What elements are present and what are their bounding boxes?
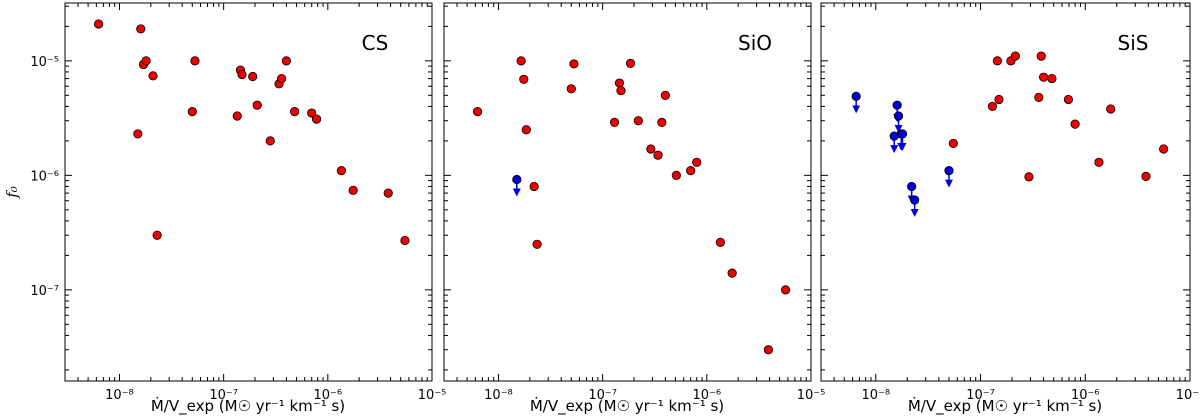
data-point bbox=[400, 235, 410, 246]
data-point bbox=[529, 181, 539, 192]
data-point bbox=[1063, 94, 1073, 105]
data-point bbox=[187, 107, 197, 117]
panel-title: CS bbox=[362, 31, 389, 55]
data-point bbox=[646, 144, 656, 154]
data-point bbox=[311, 114, 322, 124]
data-point bbox=[136, 24, 146, 34]
x-tick-label: 10⁻⁸ bbox=[861, 388, 890, 403]
panel-cs: 10⁻⁸ 10⁻⁷ 10⁻⁶ 10⁻⁵ 10⁻⁵ 10⁻⁶ 10⁻⁷ CS Ṁ/V_exp … bbox=[3, 2, 447, 416]
plot-frame bbox=[820, 2, 1191, 382]
x-tick-label: 10⁻⁷ bbox=[209, 388, 238, 403]
data-point bbox=[472, 107, 483, 117]
data-point bbox=[348, 185, 358, 195]
x-tick-label: 10⁻⁶ bbox=[693, 388, 722, 403]
x-tick-label: 10⁻⁷ bbox=[966, 388, 995, 403]
data-point bbox=[383, 188, 393, 198]
data-point bbox=[281, 56, 291, 66]
data-point bbox=[152, 230, 162, 240]
data-point bbox=[1010, 51, 1020, 61]
data-point bbox=[252, 100, 262, 110]
y-tick-label: 10⁻⁶ bbox=[30, 169, 59, 184]
data-point bbox=[763, 345, 773, 355]
upper-limit-point bbox=[944, 166, 954, 188]
data-point bbox=[519, 74, 529, 84]
data-point bbox=[141, 56, 151, 66]
data-point bbox=[653, 150, 663, 160]
data-point bbox=[609, 117, 620, 128]
data-point bbox=[987, 101, 998, 112]
panel-sis: 10⁻⁸ 10⁻⁷ 10⁻⁶ 10⁻⁵ SiS Ṁ/V_exp (M☉ yr⁻¹ km… bbox=[820, 2, 1200, 416]
data-point bbox=[616, 85, 626, 96]
data-point bbox=[633, 116, 643, 126]
data-point bbox=[1094, 157, 1104, 167]
x-axis-label: Ṁ/V_exp (M☉ yr⁻¹ km⁻¹ s) bbox=[530, 396, 724, 416]
data-point bbox=[93, 19, 104, 29]
data-point bbox=[307, 108, 317, 118]
data-point bbox=[686, 166, 696, 176]
data-point bbox=[148, 71, 158, 81]
panel-title: SiO bbox=[738, 31, 772, 55]
data-point bbox=[1034, 92, 1044, 102]
data-point bbox=[657, 117, 667, 128]
data-point bbox=[248, 71, 258, 82]
x-tick-label: 10⁻⁶ bbox=[314, 388, 343, 403]
x-tick-label: 10⁻⁷ bbox=[588, 388, 617, 403]
upper-limit-point bbox=[897, 129, 908, 151]
data-point bbox=[1038, 72, 1049, 82]
data-point bbox=[727, 268, 737, 278]
y-tick-label: 10⁻⁵ bbox=[30, 55, 59, 70]
data-point bbox=[265, 136, 275, 146]
data-point bbox=[232, 111, 242, 121]
data-point bbox=[1141, 171, 1151, 181]
plot-frame bbox=[64, 2, 433, 382]
x-axis-label: Ṁ/V_exp (M☉ yr⁻¹ km⁻¹ s) bbox=[151, 396, 345, 416]
y-axis-label: f₀ bbox=[3, 186, 21, 199]
data-point bbox=[660, 90, 670, 100]
x-tick-label: 10⁻⁶ bbox=[1071, 388, 1100, 403]
data-point bbox=[1036, 51, 1046, 61]
upper-limit-point bbox=[910, 195, 920, 217]
data-point bbox=[994, 94, 1004, 105]
x-tick-label: 10⁻⁸ bbox=[484, 388, 513, 403]
data-point bbox=[521, 125, 531, 135]
data-point bbox=[1106, 104, 1116, 114]
upper-limit-point bbox=[512, 174, 522, 197]
plot-frame bbox=[443, 2, 812, 382]
data-point bbox=[566, 84, 576, 94]
panel-title: SiS bbox=[1118, 31, 1149, 55]
data-point bbox=[692, 157, 702, 167]
data-point bbox=[1070, 119, 1080, 129]
y-tick-label: 10⁻⁷ bbox=[30, 284, 59, 299]
upper-limit-point bbox=[893, 111, 904, 133]
data-point bbox=[133, 129, 143, 139]
x-tick-label: 10⁻⁸ bbox=[105, 388, 134, 403]
data-point bbox=[1024, 172, 1034, 182]
x-tick-label: 10⁻⁵ bbox=[1176, 388, 1200, 403]
x-tick-label: 10⁻⁵ bbox=[418, 388, 447, 403]
data-point bbox=[516, 56, 526, 66]
x-axis-label: Ṁ/V_exp (M☉ yr⁻¹ km⁻¹ s) bbox=[908, 396, 1102, 416]
data-point bbox=[569, 59, 579, 69]
data-point bbox=[190, 56, 200, 66]
data-point bbox=[671, 170, 681, 180]
data-point bbox=[948, 138, 958, 149]
x-tick-label: 10⁻⁵ bbox=[797, 388, 826, 403]
upper-limit-point bbox=[851, 91, 861, 114]
data-point bbox=[237, 69, 247, 80]
data-point bbox=[1159, 144, 1169, 154]
data-point bbox=[715, 237, 726, 247]
data-point bbox=[290, 107, 300, 117]
data-point bbox=[614, 78, 625, 88]
data-point bbox=[992, 56, 1003, 66]
data-point bbox=[336, 166, 347, 176]
data-point bbox=[277, 73, 287, 84]
data-point bbox=[625, 58, 636, 68]
data-point bbox=[780, 285, 791, 295]
data-point bbox=[1047, 73, 1057, 84]
data-point bbox=[532, 239, 542, 249]
panel-sio: 10⁻⁸ 10⁻⁷ 10⁻⁶ 10⁻⁵ SiO Ṁ/V_exp (M☉ yr⁻¹ km… bbox=[443, 2, 826, 416]
